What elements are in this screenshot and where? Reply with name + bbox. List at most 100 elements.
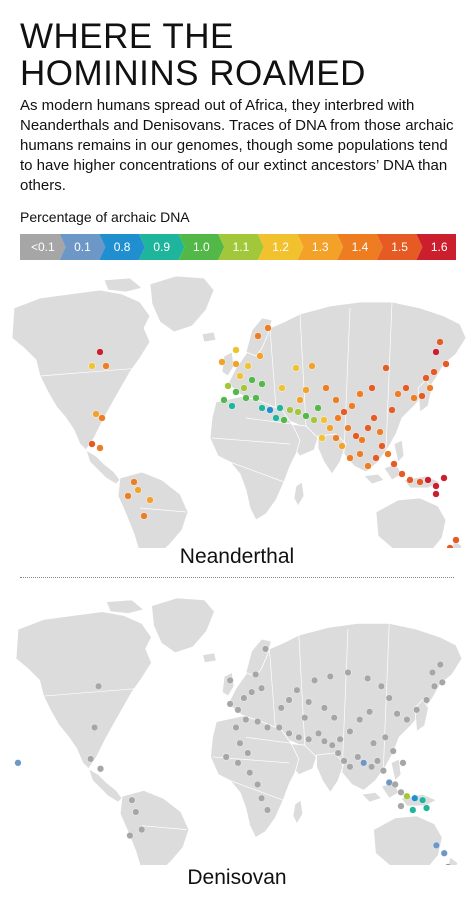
landmass xyxy=(443,856,459,882)
sample-site-marker xyxy=(334,414,342,422)
landmass xyxy=(375,497,447,555)
sample-site-marker xyxy=(318,434,326,442)
landmass xyxy=(316,752,345,794)
page-title: WHERE THE HOMININS ROAMED xyxy=(20,18,460,92)
sample-site-marker xyxy=(389,747,397,755)
sample-site-marker xyxy=(364,424,372,432)
sample-site-marker xyxy=(232,346,240,354)
sample-site-marker xyxy=(354,753,362,761)
denisovan-world-map xyxy=(14,597,463,888)
sample-site-marker xyxy=(377,682,385,690)
legend-swatch xyxy=(20,234,66,260)
landmass xyxy=(103,277,143,293)
sample-site-marker xyxy=(228,402,236,410)
sample-site-marker xyxy=(220,396,228,404)
landmass xyxy=(363,473,385,485)
sample-site-marker xyxy=(92,410,100,418)
landmass xyxy=(201,331,217,343)
sample-site-marker xyxy=(332,396,340,404)
sample-site-marker xyxy=(381,733,389,741)
sample-site-marker xyxy=(402,384,410,392)
sample-site-marker xyxy=(14,759,22,767)
sample-site-marker xyxy=(356,450,364,458)
legend-label: 1.3 xyxy=(312,240,329,254)
landmass xyxy=(87,767,123,803)
sample-site-marker xyxy=(244,362,252,370)
legend-label: 0.8 xyxy=(114,240,131,254)
sample-site-marker xyxy=(398,470,406,478)
legend-swatch xyxy=(59,234,106,260)
sample-site-marker xyxy=(263,806,271,814)
landmass xyxy=(15,611,153,770)
sample-site-marker xyxy=(368,763,376,771)
sample-site-marker xyxy=(311,676,319,684)
sample-site-marker xyxy=(348,402,356,410)
legend-title: Percentage of archaic DNA xyxy=(20,209,190,225)
sample-site-marker xyxy=(356,390,364,398)
sample-site-marker xyxy=(296,396,304,404)
sample-site-marker xyxy=(409,806,417,814)
sample-site-marker xyxy=(430,682,438,690)
sample-site-marker xyxy=(285,696,293,704)
sample-site-marker xyxy=(422,374,430,382)
sample-site-marker xyxy=(440,849,448,857)
sample-site-marker xyxy=(302,386,310,394)
landmass xyxy=(209,395,301,521)
border-line xyxy=(298,635,306,746)
intro-text: As modern humans spread out of Africa, t… xyxy=(20,97,454,194)
neanderthal-map xyxy=(0,268,474,571)
legend-label: 1.6 xyxy=(431,240,448,254)
sample-site-marker xyxy=(226,700,234,708)
sample-site-marker xyxy=(224,382,232,390)
sample-site-marker xyxy=(285,729,293,737)
sample-site-marker xyxy=(258,404,266,412)
sample-site-marker xyxy=(275,723,283,732)
sample-site-marker xyxy=(356,716,364,724)
sample-site-marker xyxy=(295,733,303,741)
sample-site-marker xyxy=(96,444,104,452)
sample-site-marker xyxy=(346,727,354,735)
neanderthal-world-map xyxy=(11,275,467,571)
sample-site-marker xyxy=(368,384,376,392)
sample-site-marker xyxy=(320,416,328,424)
sample-site-marker xyxy=(432,841,440,849)
sample-site-marker xyxy=(234,706,242,714)
sample-site-marker xyxy=(382,364,390,372)
legend-swatch xyxy=(99,234,145,260)
sample-site-marker xyxy=(328,741,336,749)
sample-site-marker xyxy=(436,338,444,346)
sample-site-marker xyxy=(256,352,264,360)
legend-label: 0.9 xyxy=(153,240,170,254)
sample-site-marker xyxy=(222,753,230,761)
sample-site-marker xyxy=(302,412,310,420)
sample-site-marker xyxy=(240,694,248,702)
sample-site-marker xyxy=(261,645,270,653)
sample-site-marker xyxy=(240,384,248,392)
sample-site-marker xyxy=(266,406,274,414)
sample-site-marker xyxy=(346,454,354,462)
sample-site-marker xyxy=(252,394,260,402)
sample-site-marker xyxy=(272,414,280,422)
sample-site-marker xyxy=(419,796,427,804)
sample-site-marker xyxy=(140,512,148,520)
landmass xyxy=(210,715,300,839)
sample-site-marker xyxy=(94,682,103,690)
sample-site-marker xyxy=(326,424,334,432)
border-line xyxy=(139,507,187,513)
landmass xyxy=(373,815,443,872)
border-line xyxy=(385,301,393,451)
legend-swatch xyxy=(138,234,185,260)
sample-site-marker xyxy=(372,454,380,462)
sample-site-marker xyxy=(258,380,266,388)
sample-site-marker xyxy=(432,482,440,490)
landmass xyxy=(117,471,189,571)
sample-site-marker xyxy=(346,763,354,771)
sample-site-marker xyxy=(124,492,132,500)
sample-site-marker xyxy=(236,739,244,747)
landmass xyxy=(393,439,405,463)
sample-site-marker xyxy=(91,723,99,732)
sample-site-marker xyxy=(305,698,313,706)
sample-site-marker xyxy=(397,788,405,796)
sample-site-marker xyxy=(413,706,421,714)
sample-site-marker xyxy=(254,718,262,726)
